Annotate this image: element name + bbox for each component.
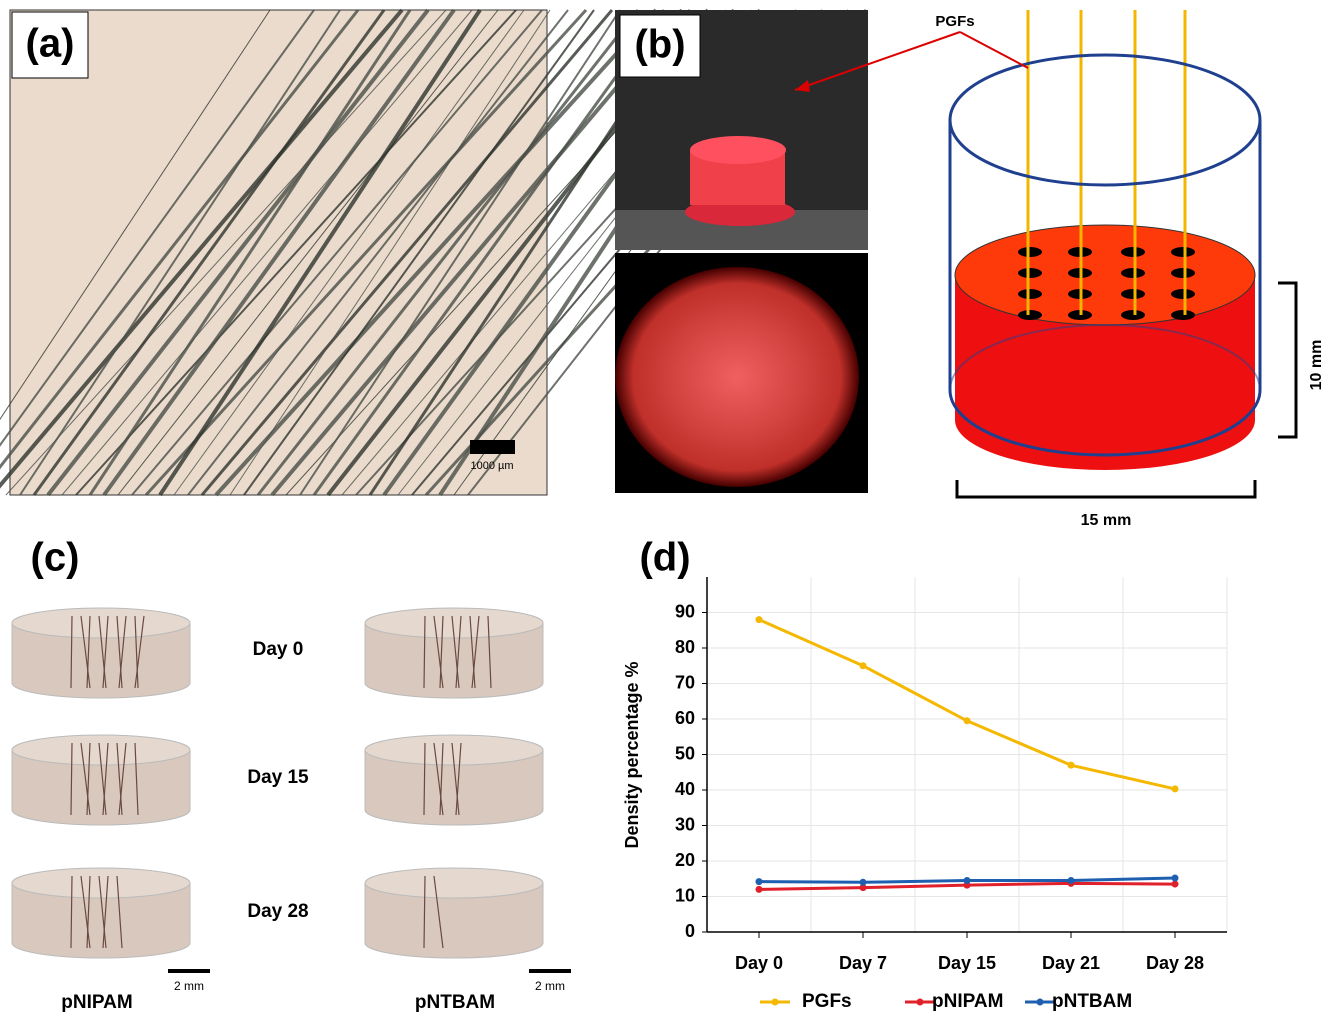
point [1172, 881, 1179, 888]
panel-label: (d) [639, 536, 690, 580]
hole [1121, 289, 1145, 299]
y-axis-title: Density percentage % [622, 661, 642, 848]
column-label: pNTBAM [415, 992, 495, 1013]
scaffold-top [365, 868, 543, 898]
hole [1171, 289, 1195, 299]
hole [1121, 268, 1145, 278]
y-tick-label: 80 [675, 637, 695, 657]
legend-label: PGFs [802, 991, 852, 1012]
hole [1018, 289, 1042, 299]
y-tick-label: 0 [685, 921, 695, 941]
top-view [615, 267, 859, 487]
scale-text: 2 mm [535, 979, 565, 993]
legend-marker [772, 999, 779, 1006]
x-tick-label: Day 15 [938, 953, 996, 973]
legend-label: pNIPAM [932, 991, 1003, 1012]
y-tick-label: 70 [675, 672, 695, 692]
disc-top [955, 225, 1255, 325]
panel-label: (b) [634, 23, 685, 67]
x-tick-label: Day 21 [1042, 953, 1100, 973]
bracket [957, 480, 1255, 497]
dimension: 10 mm [1308, 340, 1325, 391]
cylinder-top [950, 55, 1260, 185]
hole [1171, 247, 1195, 257]
hole [1171, 310, 1195, 320]
pointer-text: PGFs [935, 13, 974, 30]
scale-bar [529, 969, 571, 973]
dimension: 15 mm [1081, 512, 1132, 529]
hole [1121, 310, 1145, 320]
legend-marker [1037, 999, 1044, 1006]
series-line [759, 620, 1175, 789]
scale-bar [470, 440, 515, 454]
point [756, 878, 763, 885]
panel-label: (c) [31, 536, 80, 580]
point [756, 886, 763, 893]
y-tick-label: 30 [675, 814, 695, 834]
printed-holder [690, 136, 786, 164]
scale-bar [168, 969, 210, 973]
day-label: Day 15 [247, 767, 309, 788]
y-tick-label: 40 [675, 779, 695, 799]
x-tick-label: Day 28 [1146, 953, 1204, 973]
legend-label: pNTBAM [1052, 991, 1132, 1012]
y-tick-label: 20 [675, 850, 695, 870]
hole [1171, 268, 1195, 278]
y-tick-label: 50 [675, 743, 695, 763]
figure: (a) 1000 µm (b) PGFs 10 mm 15 mm (c) Day… [0, 0, 1332, 1016]
point [1068, 877, 1075, 884]
panel-label: (a) [26, 22, 75, 66]
chart: 0 10 20 30 40 50 60 70 80 90 Day 0 Day 7 Day 15 Day 2… [675, 577, 1227, 1012]
y-tick-label: 60 [675, 708, 695, 728]
point [860, 662, 867, 669]
day-label: Day 0 [253, 639, 304, 660]
point [860, 879, 867, 886]
scale-text: 1000 µm [470, 460, 513, 472]
point [1172, 785, 1179, 792]
scale-text: 2 mm [174, 979, 204, 993]
y-tick-label: 90 [675, 601, 695, 621]
hole [1018, 247, 1042, 257]
point [1068, 762, 1075, 769]
x-tick-label: Day 7 [839, 953, 887, 973]
hole [1018, 268, 1042, 278]
hole [1121, 247, 1145, 257]
point [964, 717, 971, 724]
day-label: Day 28 [247, 901, 308, 922]
legend-marker [917, 999, 924, 1006]
point [1172, 875, 1179, 882]
column-label: pNIPAM [61, 992, 132, 1013]
point [756, 616, 763, 623]
point [964, 877, 971, 884]
hole [1018, 310, 1042, 320]
x-tick-label: Day 0 [735, 953, 783, 973]
bracket [1278, 283, 1296, 437]
y-tick-label: 10 [675, 885, 695, 905]
